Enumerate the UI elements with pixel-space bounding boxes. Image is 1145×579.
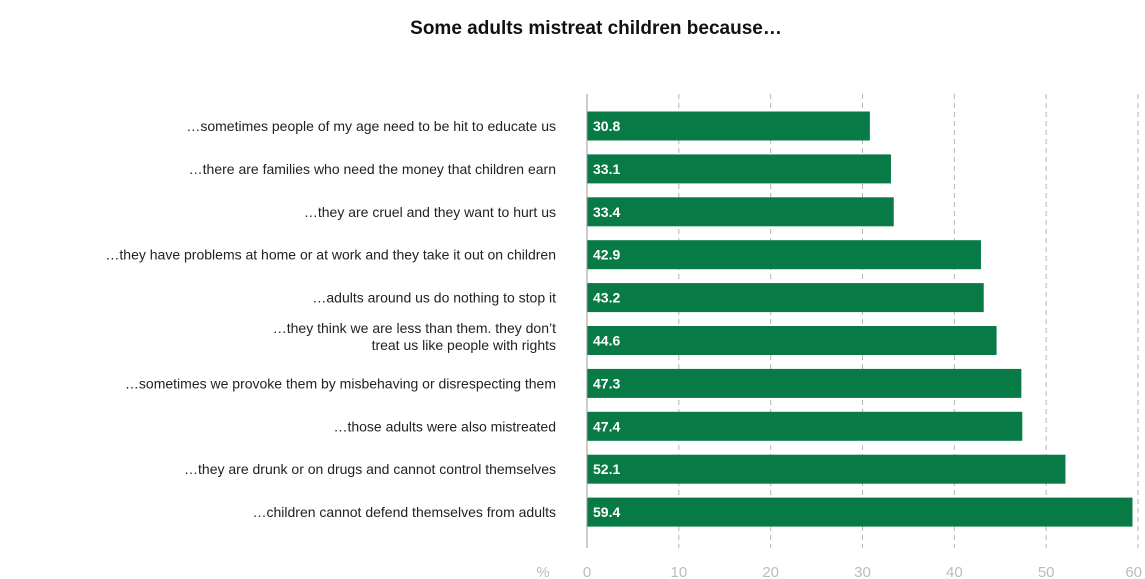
- category-label-line: …those adults were also mistreated: [333, 418, 556, 434]
- bar-4: [587, 240, 981, 270]
- bar-value-label-2: 33.1: [593, 161, 620, 177]
- bar-3: [587, 197, 894, 227]
- category-label-4: …they have problems at home or at work a…: [105, 247, 556, 263]
- bar-value-label-10: 59.4: [593, 504, 620, 520]
- x-tick-label-20: 20: [762, 564, 779, 579]
- category-label-6: …they think we are less than them. they …: [273, 320, 556, 353]
- bar-value-label-7: 47.3: [593, 375, 620, 391]
- x-unit-label: %: [536, 564, 549, 579]
- category-label-line: …they are cruel and they want to hurt us: [304, 204, 556, 220]
- bar-6: [587, 326, 997, 355]
- x-tick-label-0: 0: [583, 564, 591, 579]
- category-label-line: …sometimes people of my age need to be h…: [186, 118, 556, 134]
- category-label-line: …sometimes we provoke them by misbehavin…: [125, 375, 556, 391]
- category-label-5: …adults around us do nothing to stop it: [312, 290, 556, 306]
- category-label-line: …they have problems at home or at work a…: [105, 247, 556, 263]
- chart-title: Some adults mistreat children because…: [410, 18, 782, 39]
- category-label-line: …there are families who need the money t…: [189, 161, 556, 177]
- x-tick-label-60: 60: [1125, 564, 1142, 579]
- bar-9: [587, 454, 1066, 484]
- category-label-2: …there are families who need the money t…: [189, 161, 556, 177]
- category-labels: …sometimes people of my age need to be h…: [105, 118, 556, 520]
- bar-value-label-3: 33.4: [593, 204, 620, 220]
- bar-value-label-8: 47.4: [593, 418, 620, 434]
- category-label-8: …those adults were also mistreated: [333, 418, 556, 434]
- category-label-line: …children cannot defend themselves from …: [253, 504, 557, 520]
- category-label-line: …they think we are less than them. they …: [273, 320, 556, 336]
- bars: 30.8 33.1 33.4 42.9 43.2 44.6 47.3 47.4 52.1 59.4: [587, 111, 1133, 527]
- bar-10: [587, 497, 1133, 527]
- bar-value-label-9: 52.1: [593, 461, 620, 477]
- category-label-line: …they are drunk or on drugs and cannot c…: [184, 461, 556, 477]
- bar-value-label-6: 44.6: [593, 333, 620, 349]
- category-label-line: treat us like people with rights: [372, 337, 556, 353]
- x-tick-label-30: 30: [854, 564, 871, 579]
- bar-5: [587, 283, 984, 313]
- bar-value-label-5: 43.2: [593, 290, 620, 306]
- x-axis: 0 10 20 30 40 50 60%: [536, 94, 1142, 579]
- bar-7: [587, 368, 1022, 398]
- category-label-3: …they are cruel and they want to hurt us: [304, 204, 556, 220]
- category-label-1: …sometimes people of my age need to be h…: [186, 118, 556, 134]
- bar-value-label-4: 42.9: [593, 247, 620, 263]
- bar-2: [587, 154, 891, 184]
- x-tick-label-10: 10: [670, 564, 687, 579]
- category-label-line: …adults around us do nothing to stop it: [312, 290, 556, 306]
- category-label-7: …sometimes we provoke them by misbehavin…: [125, 375, 556, 391]
- x-tick-label-40: 40: [946, 564, 963, 579]
- bar-1: [587, 111, 870, 141]
- category-label-9: …they are drunk or on drugs and cannot c…: [184, 461, 556, 477]
- bar-8: [587, 411, 1023, 441]
- category-label-10: …children cannot defend themselves from …: [253, 504, 557, 520]
- x-tick-label-50: 50: [1038, 564, 1055, 579]
- bar-value-label-1: 30.8: [593, 118, 620, 134]
